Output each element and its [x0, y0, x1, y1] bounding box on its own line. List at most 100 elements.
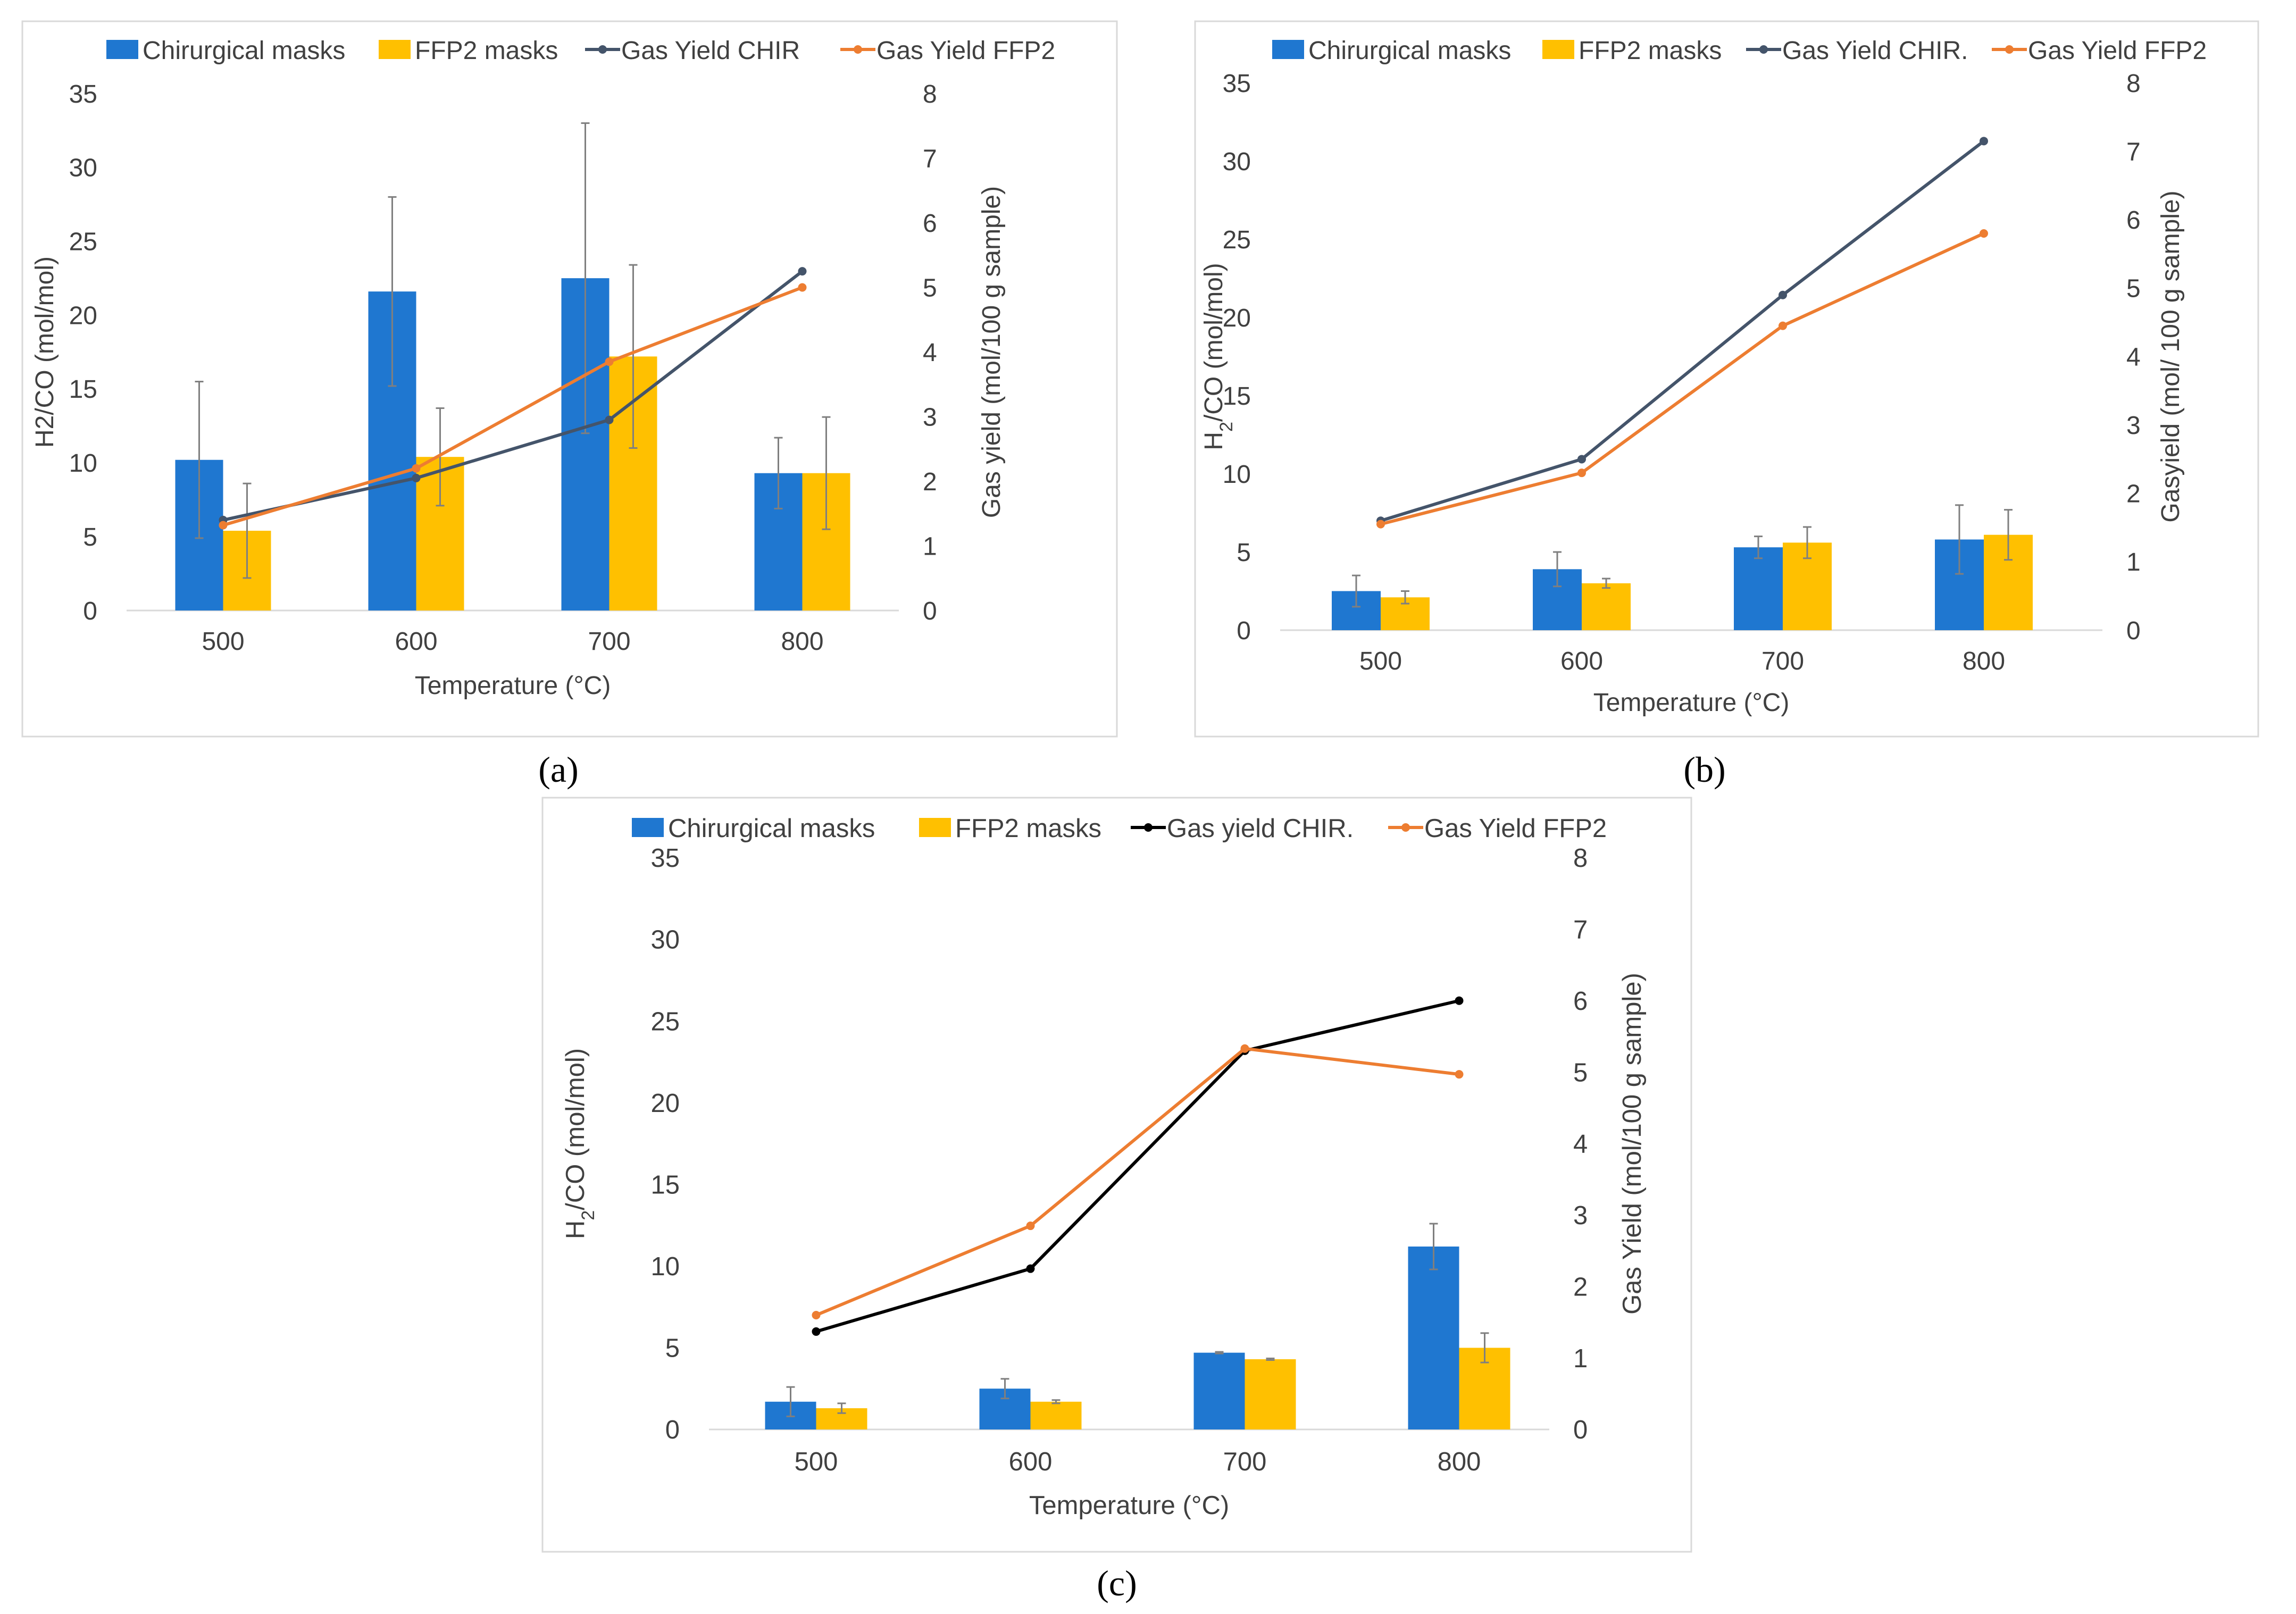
legend-swatch-bar	[919, 818, 951, 837]
y-axis-title-h: H	[561, 1220, 590, 1239]
series-line-ffp2	[815, 1047, 1459, 1317]
series-line-chir	[222, 270, 804, 522]
y2-tick-label: 3	[2126, 412, 2141, 440]
y2-tick-label: 5	[2126, 275, 2141, 303]
series-point	[798, 283, 807, 292]
series-point	[1577, 469, 1586, 478]
error-bar	[581, 122, 590, 434]
bar-chirurgical	[1408, 1247, 1459, 1429]
y2-tick-label: 6	[923, 210, 937, 238]
chart-panel-3: 0 5 10 15 20 25 30 35 0 1 2 3 4 5 6 7 8 500 600 700 800 Chiru…	[541, 797, 1692, 1553]
error-bar	[243, 482, 252, 579]
y2-tick-label: 5	[923, 274, 937, 302]
bar-chirurgical	[1193, 1352, 1245, 1429]
error-bar	[786, 1386, 795, 1417]
chart-frame	[541, 797, 1692, 1553]
series-line-ffp2	[222, 286, 803, 527]
bar-chirurgical	[1734, 547, 1783, 630]
error-bar	[822, 416, 831, 530]
legend-label: Gas Yield CHIR	[621, 37, 800, 65]
legend-label: Chirurgical masks	[143, 37, 345, 65]
error-bar	[629, 264, 638, 449]
bar-ffp2	[1030, 1401, 1082, 1429]
series-point	[1026, 1222, 1035, 1231]
y-tick-label: 15	[69, 375, 97, 404]
y2-axis-title: Gas Yield (mol/100 g sample)	[1618, 973, 1647, 1315]
series-point	[812, 1311, 821, 1319]
legend-label: FFP2 masks	[415, 37, 558, 65]
y-axis-title-rest: /CO (mol/mol)	[561, 1048, 590, 1210]
error-bar	[774, 437, 783, 509]
series-point	[1779, 290, 1787, 299]
y-axis-title: H2/CO (mol/mol)	[561, 1048, 598, 1239]
error-bar	[1352, 574, 1360, 608]
x-tick-label: 700	[1223, 1448, 1267, 1476]
error-bar	[1955, 504, 1964, 575]
series-point	[1240, 1044, 1249, 1053]
error-bar	[1215, 1351, 1224, 1354]
legend-label: FFP2 masks	[1579, 37, 1722, 65]
legend-swatch-marker	[598, 45, 607, 54]
y-tick-label: 15	[1223, 382, 1251, 411]
series-line-chir	[1380, 139, 1985, 523]
x-tick-label: 600	[395, 628, 437, 656]
error-bar	[1553, 551, 1562, 588]
y2-axis-title: Gas yield (mol/100 g sample)	[978, 186, 1006, 518]
series-point	[412, 473, 421, 482]
x-axis-title: Temperature (°C)	[415, 672, 611, 700]
y2-tick-label: 2	[1573, 1273, 1588, 1301]
error-bar	[1480, 1332, 1489, 1364]
panel-label: (b)	[1683, 749, 1725, 790]
x-tick-label: 800	[1963, 647, 2005, 675]
x-tick-label: 500	[795, 1448, 838, 1476]
legend-label: Gas Yield FFP2	[876, 37, 1055, 65]
y-tick-label: 35	[650, 844, 680, 873]
legend-swatch-marker	[2005, 45, 2014, 54]
y2-tick-label: 5	[1573, 1058, 1588, 1087]
y-tick-label: 25	[650, 1007, 680, 1036]
series-point	[605, 357, 614, 366]
legend: Chirurgical masks FFP2 masks Gas Yield CHI…	[1272, 37, 2207, 65]
series-point	[1455, 996, 1464, 1005]
chart-panel-2: 0 5 10 15 20 25 30 35 0 1 2 3 4 5 6 7 8 500 600 700 800 Chiru…	[1194, 20, 2259, 738]
y2-tick-label: 8	[1573, 844, 1588, 873]
y2-tick-label: 1	[2126, 548, 2141, 576]
y2-tick-label: 8	[2126, 70, 2141, 98]
x-axis-title: Temperature (°C)	[1593, 689, 1790, 717]
y-tick-label: 30	[1223, 148, 1251, 176]
error-bar	[195, 381, 204, 539]
y-axis-title: H2/CO (mol/mol)	[1200, 263, 1237, 450]
error-bar	[1429, 1223, 1438, 1270]
y-tick-label: 30	[69, 154, 97, 182]
y-tick-label: 20	[69, 302, 97, 330]
x-tick-label: 700	[588, 628, 630, 656]
y-tick-label: 0	[665, 1416, 680, 1444]
x-tick-label: 800	[781, 628, 823, 656]
y2-tick-label: 7	[2126, 138, 2141, 166]
series-point	[219, 521, 228, 530]
x-tick-label: 500	[202, 628, 244, 656]
y-tick-label: 0	[1237, 617, 1251, 645]
error-bar	[1051, 1399, 1061, 1404]
series-line-ffp2	[1380, 232, 1985, 526]
legend-swatch-marker	[854, 45, 862, 54]
x-tick-label: 700	[1761, 647, 1804, 675]
chart-panel-1: 0 5 10 15 20 25 30 35 0 1 2 3 4 5 6 7 8 500 600 700 800 Chiru…	[21, 20, 1118, 738]
legend-label: Gas Yield FFP2	[2028, 37, 2207, 65]
y-axis-title-h: H	[1200, 432, 1228, 450]
panel-label: (c)	[1097, 1563, 1137, 1603]
y-tick-label: 20	[1223, 304, 1251, 332]
error-bar	[1000, 1378, 1009, 1400]
series-point	[1577, 455, 1586, 464]
y-tick-label: 25	[1223, 226, 1251, 254]
series-line-chir	[815, 999, 1460, 1333]
y2-tick-label: 7	[923, 145, 937, 173]
x-tick-label: 600	[1009, 1448, 1053, 1476]
y2-tick-label: 1	[923, 532, 937, 561]
y2-tick-label: 0	[1573, 1416, 1588, 1444]
y2-tick-label: 0	[923, 597, 937, 625]
y-tick-label: 5	[83, 523, 97, 551]
series-point	[798, 267, 807, 276]
y-tick-label: 30	[650, 926, 680, 955]
